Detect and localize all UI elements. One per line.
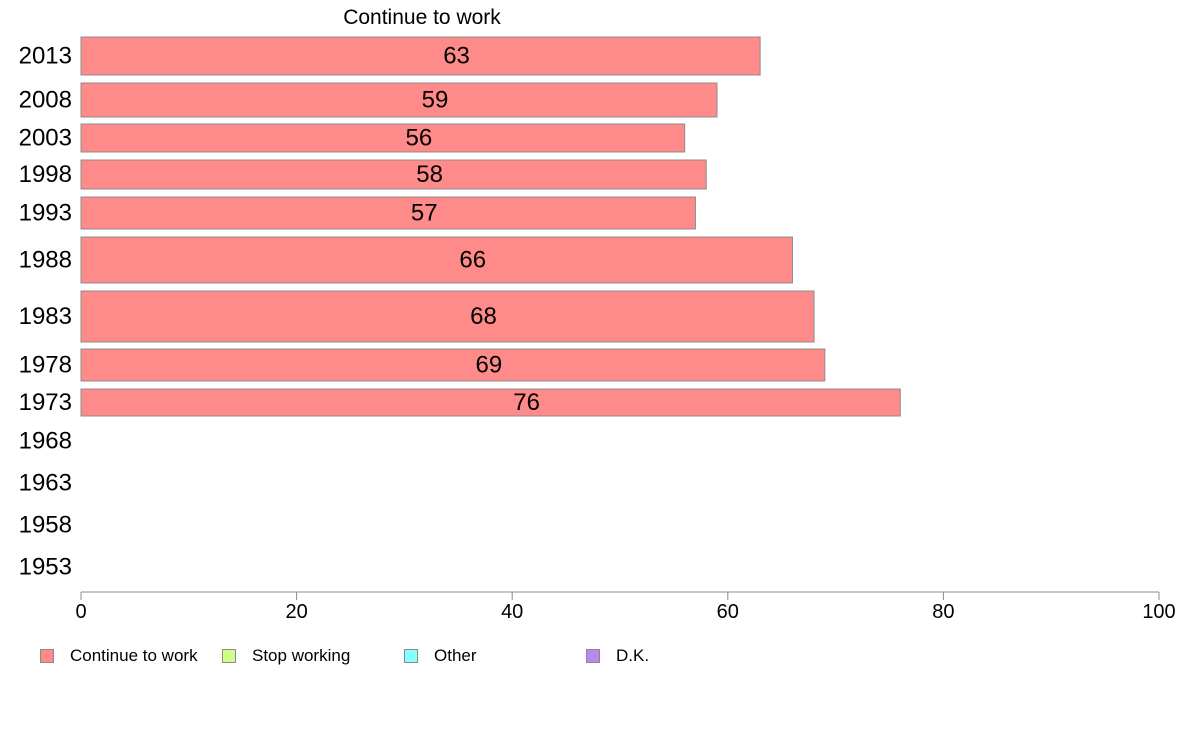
bar-2003: [80, 123, 686, 153]
data-label-2013: 63: [443, 43, 470, 70]
bar-1973: [80, 388, 901, 417]
bar-1978: [80, 348, 826, 382]
category-label-1953: 1953: [19, 554, 72, 581]
x-tick-label-60: 60: [717, 601, 739, 623]
category-label-1978: 1978: [19, 352, 72, 379]
legend-item-dk: D.K.: [586, 646, 649, 666]
category-label-2013: 2013: [19, 43, 72, 70]
data-label-1998: 58: [416, 161, 443, 188]
category-label-2003: 2003: [19, 125, 72, 152]
data-label-2003: 56: [405, 125, 432, 152]
data-label-1988: 66: [459, 247, 486, 274]
category-label-1963: 1963: [19, 470, 72, 497]
category-label-1998: 1998: [19, 161, 72, 188]
category-label-1988: 1988: [19, 247, 72, 274]
bar-2008: [80, 82, 718, 118]
legend-item-other: Other: [404, 646, 477, 666]
bar-1993: [80, 196, 696, 230]
category-label-2008: 2008: [19, 87, 72, 114]
legend-label-other: Other: [434, 646, 477, 665]
chart-title: Continue to work: [343, 6, 501, 29]
legend-swatch-stop-working: [222, 649, 236, 663]
legend-swatch-dk: [586, 649, 600, 663]
legend-label-continue-to-work: Continue to work: [70, 646, 198, 665]
category-label-1958: 1958: [19, 512, 72, 539]
x-tick-label-20: 20: [285, 601, 307, 623]
data-label-1978: 69: [476, 352, 503, 379]
legend-item-stop-working: Stop working: [222, 646, 350, 666]
data-label-2008: 59: [422, 87, 449, 114]
legend-swatch-continue-to-work: [40, 649, 54, 663]
data-label-1973: 76: [513, 389, 540, 416]
legend-swatch-other: [404, 649, 418, 663]
bar-2013: [80, 36, 761, 76]
data-label-1993: 57: [411, 200, 438, 227]
legend-label-dk: D.K.: [616, 646, 650, 665]
bar-1983: [80, 290, 815, 343]
x-tick-label-40: 40: [501, 601, 523, 623]
category-label-1993: 1993: [19, 200, 72, 227]
x-tick-label-80: 80: [932, 601, 954, 623]
x-tick-label-0: 0: [75, 601, 86, 623]
bar-1998: [80, 159, 707, 190]
category-label-1968: 1968: [19, 428, 72, 455]
category-label-1973: 1973: [19, 389, 72, 416]
legend-label-stop-working: Stop working: [252, 646, 351, 665]
legend-item-continue-to-work: Continue to work: [40, 646, 198, 666]
data-label-1983: 68: [470, 303, 497, 330]
category-label-1983: 1983: [19, 303, 72, 330]
bar-1988: [80, 236, 793, 284]
x-tick-label-100: 100: [1142, 601, 1175, 623]
